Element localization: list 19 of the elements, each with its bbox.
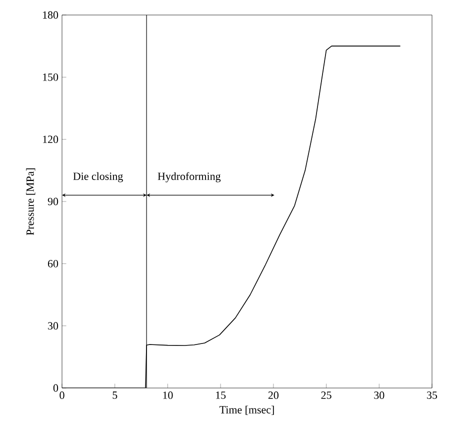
x-tick-label: 35 — [427, 392, 438, 399]
x-tick-label: 25 — [321, 392, 332, 399]
annotation: Die closing — [73, 172, 123, 182]
y-tick-label: 30 — [48, 322, 58, 330]
x-tick-label: 10 — [163, 392, 173, 399]
x-tick-label: 20 — [268, 392, 278, 399]
x-tick-label: 0 — [60, 392, 64, 399]
x-tick-label: 30 — [374, 392, 384, 399]
y-tick-label: 0 — [53, 384, 58, 392]
annotation: Hydroforming — [158, 172, 221, 182]
x-tick-label: 15 — [216, 392, 226, 399]
y-tick-label: 90 — [48, 198, 58, 206]
y-tick-label: 180 — [43, 11, 58, 19]
y-tick-label: 150 — [43, 73, 58, 81]
y-tick-label: 120 — [43, 136, 58, 144]
y-axis-title: Pressure [MPa] — [26, 168, 36, 236]
x-axis-title: Time [msec] — [220, 406, 274, 415]
x-tick-label: 5 — [112, 392, 118, 399]
y-tick-label: 60 — [48, 260, 58, 268]
